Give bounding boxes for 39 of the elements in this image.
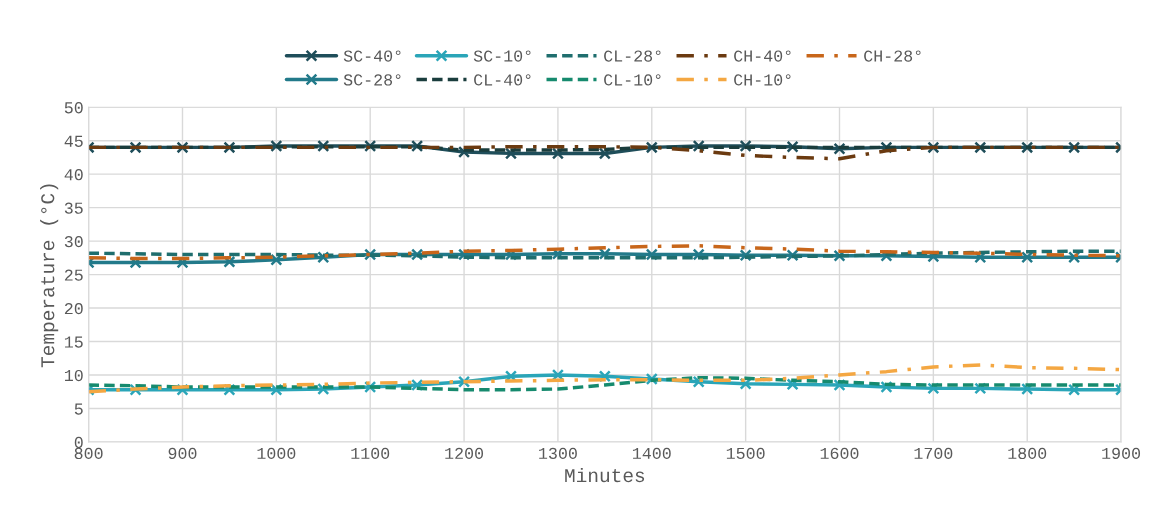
legend-label: CL-28° [604,50,661,62]
y-tick-label: 35 [64,202,83,214]
x-axis-title: Minutes [565,467,645,483]
y-axis-title: Temperature (°C) [40,184,59,368]
point [786,249,799,262]
x-tick-label: 1200 [445,447,484,460]
line-series [88,144,1122,161]
y-tick-label: 25 [64,269,83,281]
point [880,380,893,394]
y-tick-label: 5 [74,403,83,415]
x-tick-label: 800 [74,447,103,460]
x-tick-label: 1600 [820,447,859,460]
y-tick-label: 40 [64,169,83,181]
legend-label: SC-28° [343,74,401,86]
y-tick-label: 15 [64,336,83,348]
x-tick-label: 1700 [914,447,953,460]
x-tick-label: 1300 [539,447,577,460]
x-tick-label: 1900 [1102,447,1141,460]
y-tick-label: 50 [64,102,83,114]
point [411,378,424,392]
y-tick-label: 10 [64,369,83,382]
legend-label: CH-28° [864,50,921,62]
x-tick-label: 1800 [1008,447,1047,460]
line-series [88,244,1122,261]
y-tick-label: 20 [64,302,83,315]
y-tick-label: 45 [64,135,83,147]
x-tick-label: 1100 [351,447,390,460]
x-tick-label: 1500 [726,447,765,460]
legend-label: SC-40° [343,50,401,62]
y-tick-label: 30 [64,235,83,248]
legend-label: SC-10° [473,50,531,62]
legend-label: CL-10° [604,74,661,86]
legend-label: CL-40° [474,74,531,86]
legend-label: CH-10° [734,74,791,86]
x-tick-label: 1000 [257,447,296,460]
y-tick-label: 0 [74,436,83,449]
legend-label: CH-40° [734,50,791,62]
x-tick-label: 900 [168,447,197,460]
x-tick-label: 1400 [632,447,671,460]
